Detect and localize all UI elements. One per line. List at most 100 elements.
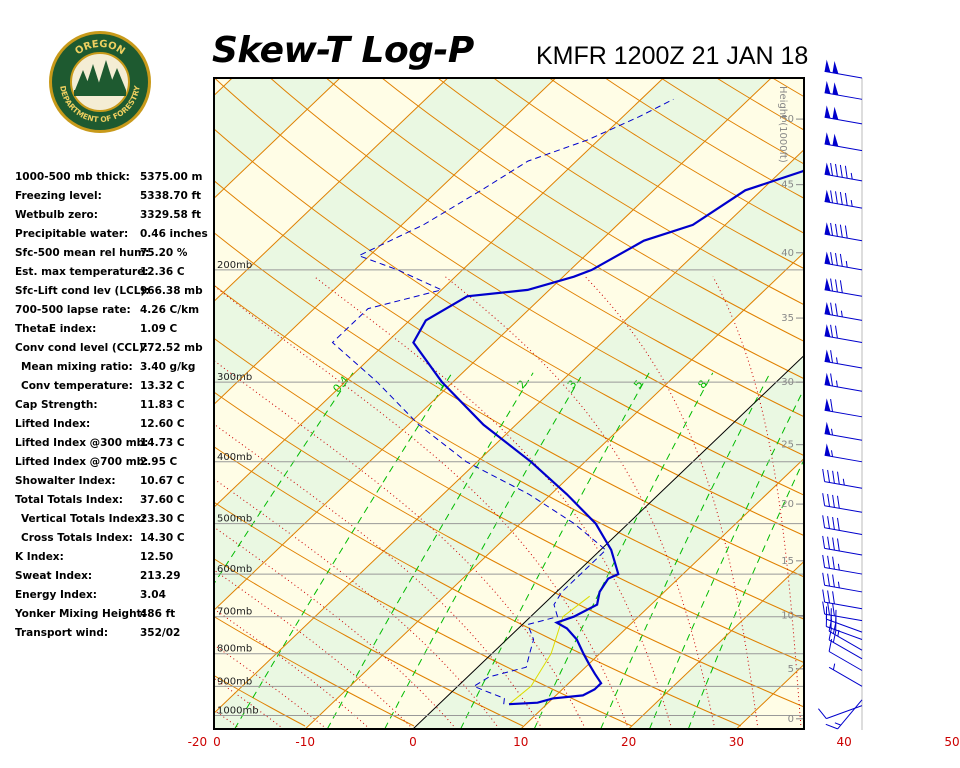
wind-barb — [824, 324, 863, 344]
param-value: 14.73 C — [140, 437, 185, 449]
wind-barb — [828, 618, 863, 651]
dewpoint-trace — [331, 98, 674, 705]
wind-barb-flag — [835, 279, 838, 293]
x-tick-label: -20 — [188, 735, 208, 749]
param-row: Freezing level: 5338.70 ft — [15, 187, 215, 206]
dry-adiabat — [0, 78, 87, 726]
dry-adiabat — [828, 78, 960, 726]
wind-barb-flag — [837, 471, 840, 485]
wind-barb-shaft — [828, 666, 863, 687]
wind-barb-pennant — [832, 133, 839, 147]
moist-adiabat — [214, 359, 586, 729]
wind-barb-flag — [830, 278, 833, 292]
wind-barb-shaft — [826, 626, 863, 640]
dry-adiabat — [214, 391, 804, 708]
dry-adiabat — [214, 446, 742, 727]
param-label: Lifted Index @700 mb: — [15, 456, 149, 468]
mixing-ratio-line — [649, 387, 804, 729]
wind-barb-flag — [822, 493, 826, 506]
param-value: 11.83 C — [140, 399, 185, 411]
wind-barb-pennant — [824, 421, 831, 435]
param-value: 12.60 C — [140, 418, 185, 430]
wind-barb-pennant — [832, 106, 839, 120]
param-row: Showalter Index: 10.67 C — [15, 472, 215, 491]
wind-barb-pennant — [824, 349, 831, 363]
wind-barb-half-flag — [836, 380, 838, 387]
x-tick-label: 0 — [409, 735, 417, 749]
param-row: Lifted Index @300 mb: 14.73 C — [15, 434, 215, 453]
param-row: K Index: 12.50 — [15, 548, 215, 567]
wind-barb-pennant — [824, 398, 831, 412]
dry-adiabat — [214, 337, 804, 664]
height-tick-label: 35 — [781, 313, 794, 324]
x-tick-label: 10 — [513, 735, 528, 749]
param-value: 5375.00 m — [140, 171, 203, 183]
param-row: Energy Index: 3.04 — [15, 586, 215, 605]
param-value: 966.38 mb — [140, 285, 203, 297]
chart-title: Skew-T Log-P — [212, 30, 474, 71]
wind-barb — [824, 222, 863, 242]
wind-barb-pennant — [824, 277, 831, 291]
param-row: 700-500 lapse rate: 4.26 C/km — [15, 301, 215, 320]
wind-barb-flag — [822, 601, 826, 615]
mixing-ratio-line — [234, 372, 453, 729]
wind-barb-pennant — [824, 132, 831, 146]
wind-barb — [824, 189, 863, 209]
wind-barb-shaft — [824, 409, 863, 418]
wind-barb-shaft — [824, 547, 863, 556]
isobar-label: 700mb — [217, 607, 252, 618]
oregon-department-of-forestry-logo: OREGON DEPARTMENT OF FORESTRY — [49, 31, 151, 133]
isotherm — [628, 560, 804, 729]
param-row: Cap Strength: 11.83 C — [15, 396, 215, 415]
wind-barb — [822, 515, 863, 535]
wind-barb-shaft — [824, 201, 863, 209]
wind-barb-flag — [822, 554, 826, 568]
isotherm — [214, 78, 449, 302]
isotherm — [0, 78, 17, 729]
wind-barb-flag — [830, 324, 833, 338]
x-tick-label: 20 — [621, 735, 636, 749]
wind-barb-shaft — [826, 618, 863, 633]
moist-adiabat — [214, 644, 328, 729]
wind-barb-flag — [837, 495, 840, 509]
wind-barb-half-flag — [831, 450, 833, 457]
wind-barb-flag — [818, 708, 827, 719]
wind-barb — [822, 589, 863, 610]
wind-barb-pennant — [832, 82, 839, 96]
logo-top-text: OREGON — [73, 39, 126, 57]
param-row: Lifted Index @700 mb: 2.95 C — [15, 453, 215, 472]
wind-barb-half-flag — [832, 663, 836, 670]
isotherm-band — [214, 78, 233, 96]
wind-barb-shaft — [824, 233, 863, 242]
wind-barb-shaft — [828, 651, 863, 671]
dry-adiabat — [214, 501, 633, 727]
param-label: Vertical Totals Index: — [21, 513, 146, 525]
wind-barb-shaft — [828, 630, 863, 651]
param-label: 1000-500 mb thick: — [15, 171, 130, 183]
isobar-label: 1000mb — [217, 705, 259, 716]
wind-barb-flag — [835, 163, 838, 177]
param-label: 700-500 lapse rate: — [15, 304, 131, 316]
param-label: Energy Index: — [15, 589, 97, 601]
dry-adiabat — [214, 128, 804, 496]
wind-barb-flag — [832, 537, 835, 551]
x-tick-label: 30 — [729, 735, 744, 749]
wind-barb-half-flag — [834, 722, 841, 726]
wind-barb — [824, 105, 863, 125]
param-row: Yonker Mixing Height: 486 ft — [15, 605, 215, 624]
x-tick-label: 50 — [944, 735, 959, 749]
wind-barb-shaft — [824, 601, 863, 610]
wind-barb — [825, 606, 863, 633]
param-value: 13.32 C — [140, 380, 185, 392]
wind-barb-flag — [830, 163, 833, 176]
wind-barb-flag — [827, 469, 830, 483]
wind-barb-flag — [830, 222, 833, 236]
wind-barb-flag — [827, 555, 830, 569]
wind-barb-flag — [832, 556, 835, 570]
wind-barb-pennant — [824, 372, 831, 386]
isotherm — [214, 148, 804, 714]
wind-barb-flag — [835, 303, 838, 317]
plot-area: 0.4 1 2 3 5 8 — [0, 78, 960, 729]
isotherm — [952, 78, 960, 729]
wind-barb-shaft — [824, 92, 863, 100]
